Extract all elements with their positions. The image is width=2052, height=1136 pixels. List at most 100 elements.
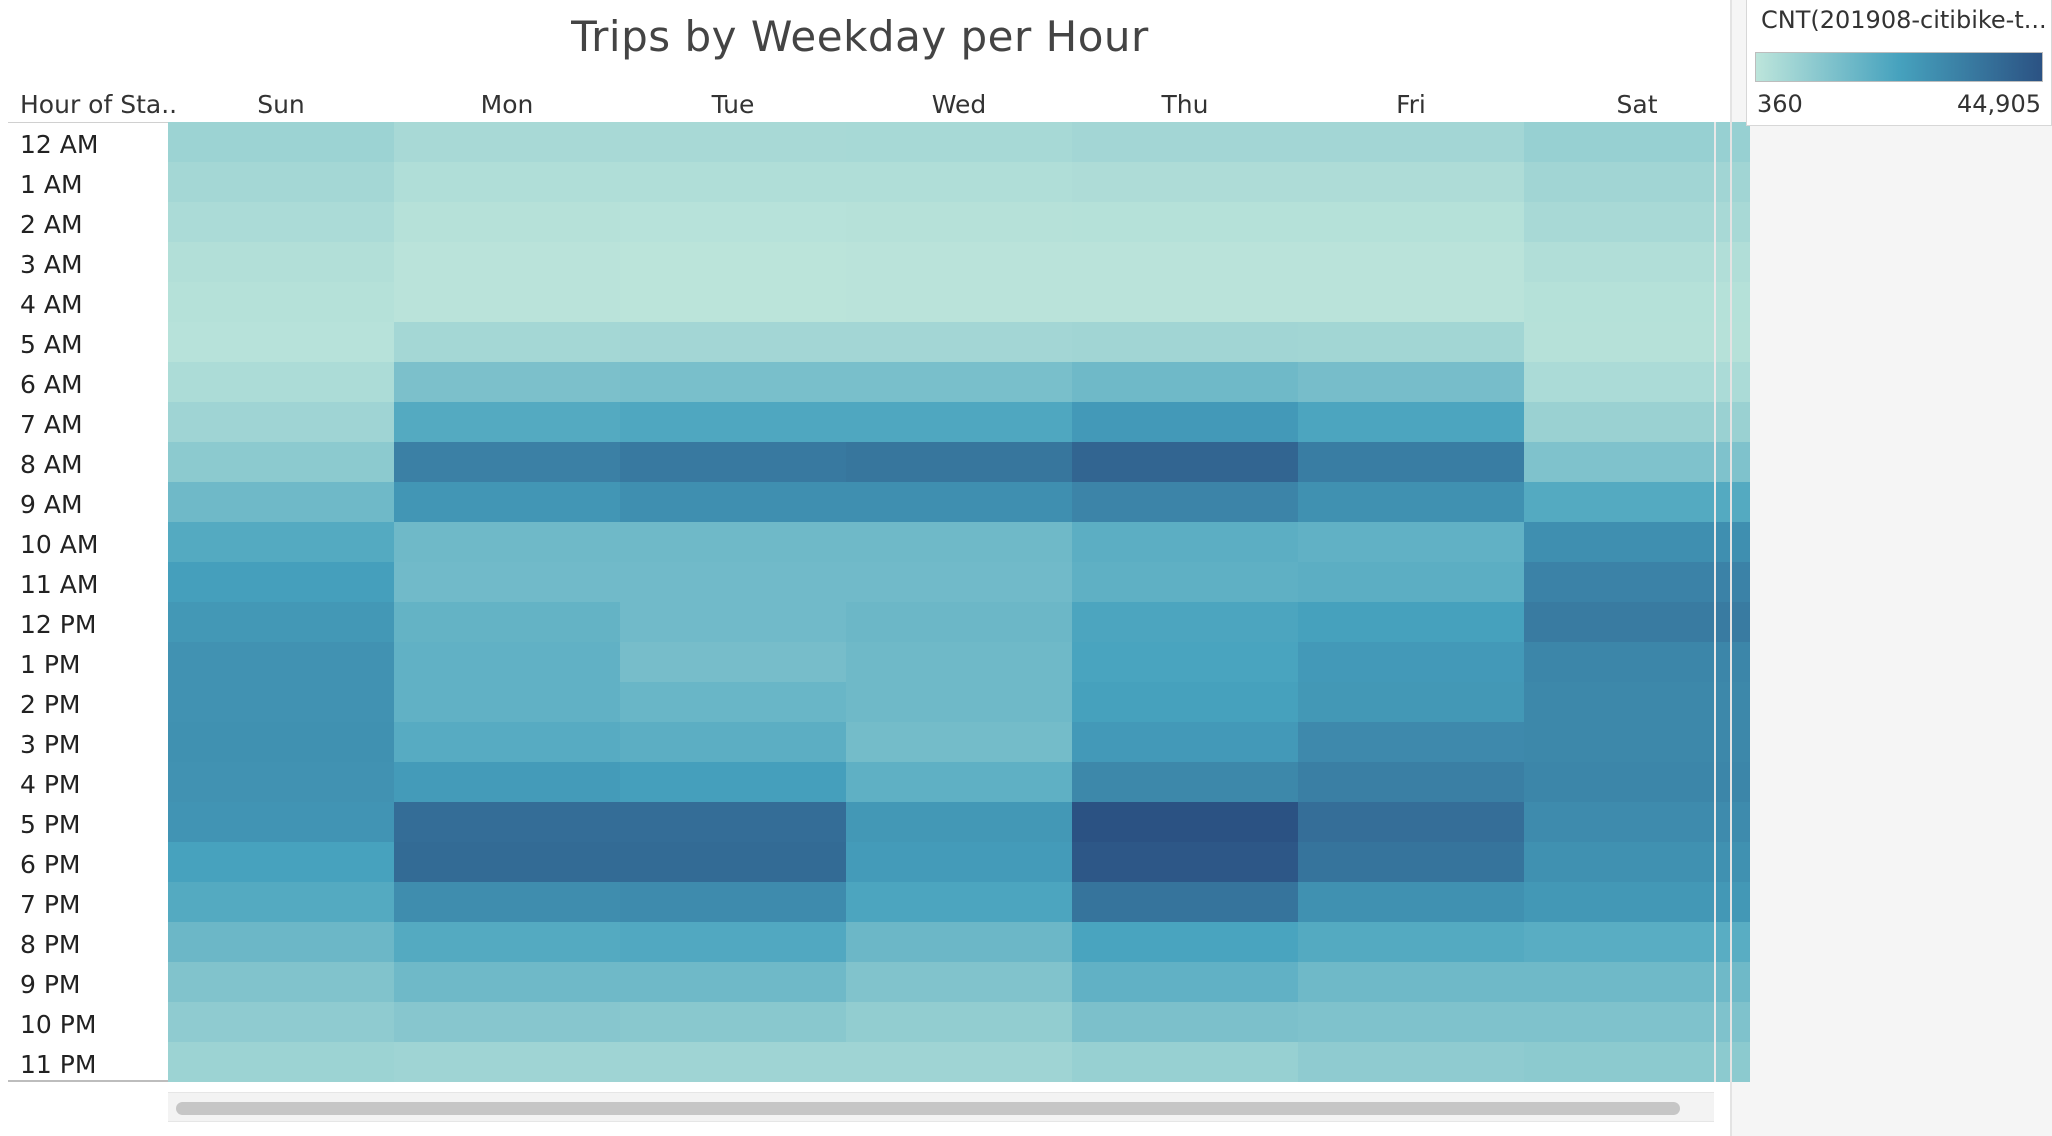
- heatmap-cell[interactable]: [1298, 362, 1524, 402]
- heatmap-cell[interactable]: [168, 202, 394, 242]
- heatmap-cell[interactable]: [620, 802, 846, 842]
- heatmap-cell[interactable]: [394, 482, 620, 522]
- heatmap-cell[interactable]: [168, 842, 394, 882]
- heatmap-cell[interactable]: [1072, 202, 1298, 242]
- heatmap-cell[interactable]: [394, 162, 620, 202]
- heatmap-cell[interactable]: [394, 242, 620, 282]
- heatmap-cell[interactable]: [1298, 802, 1524, 842]
- heatmap-cell[interactable]: [1298, 602, 1524, 642]
- heatmap-cell[interactable]: [846, 1002, 1072, 1042]
- heatmap-cell[interactable]: [620, 1002, 846, 1042]
- heatmap-cell[interactable]: [394, 362, 620, 402]
- heatmap-cell[interactable]: [394, 522, 620, 562]
- heatmap-cell[interactable]: [846, 442, 1072, 482]
- heatmap-cell[interactable]: [394, 1042, 620, 1082]
- heatmap-cell[interactable]: [1524, 922, 1750, 962]
- heatmap-cell[interactable]: [394, 322, 620, 362]
- heatmap-cell[interactable]: [846, 322, 1072, 362]
- heatmap-cell[interactable]: [620, 722, 846, 762]
- heatmap-cell[interactable]: [168, 402, 394, 442]
- heatmap-cell[interactable]: [846, 682, 1072, 722]
- heatmap-cell[interactable]: [620, 402, 846, 442]
- heatmap-cell[interactable]: [1298, 722, 1524, 762]
- heatmap-cell[interactable]: [1072, 562, 1298, 602]
- heatmap-cell[interactable]: [168, 322, 394, 362]
- heatmap-cell[interactable]: [620, 282, 846, 322]
- heatmap-cell[interactable]: [1072, 882, 1298, 922]
- heatmap-cell[interactable]: [1524, 282, 1750, 322]
- heatmap-cell[interactable]: [1524, 442, 1750, 482]
- heatmap-cell[interactable]: [1298, 1002, 1524, 1042]
- heatmap-cell[interactable]: [394, 402, 620, 442]
- heatmap-cell[interactable]: [1072, 482, 1298, 522]
- heatmap-cell[interactable]: [1298, 842, 1524, 882]
- heatmap-cell[interactable]: [620, 122, 846, 162]
- heatmap-cell[interactable]: [846, 402, 1072, 442]
- heatmap-cell[interactable]: [1298, 1042, 1524, 1082]
- heatmap-cell[interactable]: [394, 642, 620, 682]
- heatmap-cell[interactable]: [846, 562, 1072, 602]
- heatmap-cell[interactable]: [846, 162, 1072, 202]
- heatmap-cell[interactable]: [394, 682, 620, 722]
- heatmap-cell[interactable]: [846, 802, 1072, 842]
- heatmap-cell[interactable]: [394, 562, 620, 602]
- heatmap-cell[interactable]: [620, 522, 846, 562]
- heatmap-cell[interactable]: [168, 482, 394, 522]
- heatmap-cell[interactable]: [394, 602, 620, 642]
- heatmap-cell[interactable]: [846, 882, 1072, 922]
- heatmap-cell[interactable]: [1298, 122, 1524, 162]
- heatmap-cell[interactable]: [620, 562, 846, 602]
- heatmap-cell[interactable]: [168, 1002, 394, 1042]
- heatmap-cell[interactable]: [1524, 162, 1750, 202]
- heatmap-cell[interactable]: [1298, 162, 1524, 202]
- heatmap-cell[interactable]: [846, 602, 1072, 642]
- heatmap-cell[interactable]: [620, 362, 846, 402]
- heatmap-cell[interactable]: [846, 722, 1072, 762]
- heatmap-cell[interactable]: [1072, 722, 1298, 762]
- heatmap-cell[interactable]: [1524, 762, 1750, 802]
- heatmap-cell[interactable]: [168, 882, 394, 922]
- heatmap-cell[interactable]: [394, 282, 620, 322]
- heatmap-cell[interactable]: [394, 802, 620, 842]
- heatmap-cell[interactable]: [394, 442, 620, 482]
- heatmap-cell[interactable]: [1072, 762, 1298, 802]
- heatmap-cell[interactable]: [168, 242, 394, 282]
- heatmap-cell[interactable]: [1298, 642, 1524, 682]
- horizontal-scrollbar[interactable]: [168, 1092, 1714, 1122]
- heatmap-cell[interactable]: [394, 762, 620, 802]
- heatmap-cell[interactable]: [1298, 762, 1524, 802]
- heatmap-cell[interactable]: [1524, 242, 1750, 282]
- heatmap-cell[interactable]: [1524, 882, 1750, 922]
- heatmap-cell[interactable]: [620, 442, 846, 482]
- heatmap-cell[interactable]: [620, 642, 846, 682]
- heatmap-cell[interactable]: [168, 922, 394, 962]
- heatmap-cell[interactable]: [168, 722, 394, 762]
- heatmap-cell[interactable]: [846, 522, 1072, 562]
- heatmap-cell[interactable]: [1298, 682, 1524, 722]
- heatmap-cell[interactable]: [1298, 202, 1524, 242]
- heatmap-cell[interactable]: [846, 1042, 1072, 1082]
- heatmap-cell[interactable]: [1072, 242, 1298, 282]
- heatmap-cell[interactable]: [1524, 362, 1750, 402]
- heatmap-cell[interactable]: [1072, 522, 1298, 562]
- heatmap-cell[interactable]: [620, 682, 846, 722]
- heatmap-cell[interactable]: [1072, 442, 1298, 482]
- heatmap-cell[interactable]: [168, 122, 394, 162]
- heatmap-cell[interactable]: [394, 962, 620, 1002]
- heatmap-cell[interactable]: [1298, 562, 1524, 602]
- heatmap-cell[interactable]: [620, 962, 846, 1002]
- heatmap-cell[interactable]: [1524, 482, 1750, 522]
- heatmap-cell[interactable]: [168, 962, 394, 1002]
- heatmap-cell[interactable]: [168, 762, 394, 802]
- heatmap-cell[interactable]: [846, 642, 1072, 682]
- heatmap-cell[interactable]: [394, 202, 620, 242]
- heatmap-cell[interactable]: [846, 842, 1072, 882]
- heatmap-cell[interactable]: [620, 202, 846, 242]
- heatmap-cell[interactable]: [168, 162, 394, 202]
- heatmap-cell[interactable]: [394, 882, 620, 922]
- heatmap-cell[interactable]: [1072, 362, 1298, 402]
- heatmap-cell[interactable]: [1524, 1002, 1750, 1042]
- heatmap-cell[interactable]: [168, 522, 394, 562]
- heatmap-cell[interactable]: [1298, 242, 1524, 282]
- heatmap-cell[interactable]: [1072, 802, 1298, 842]
